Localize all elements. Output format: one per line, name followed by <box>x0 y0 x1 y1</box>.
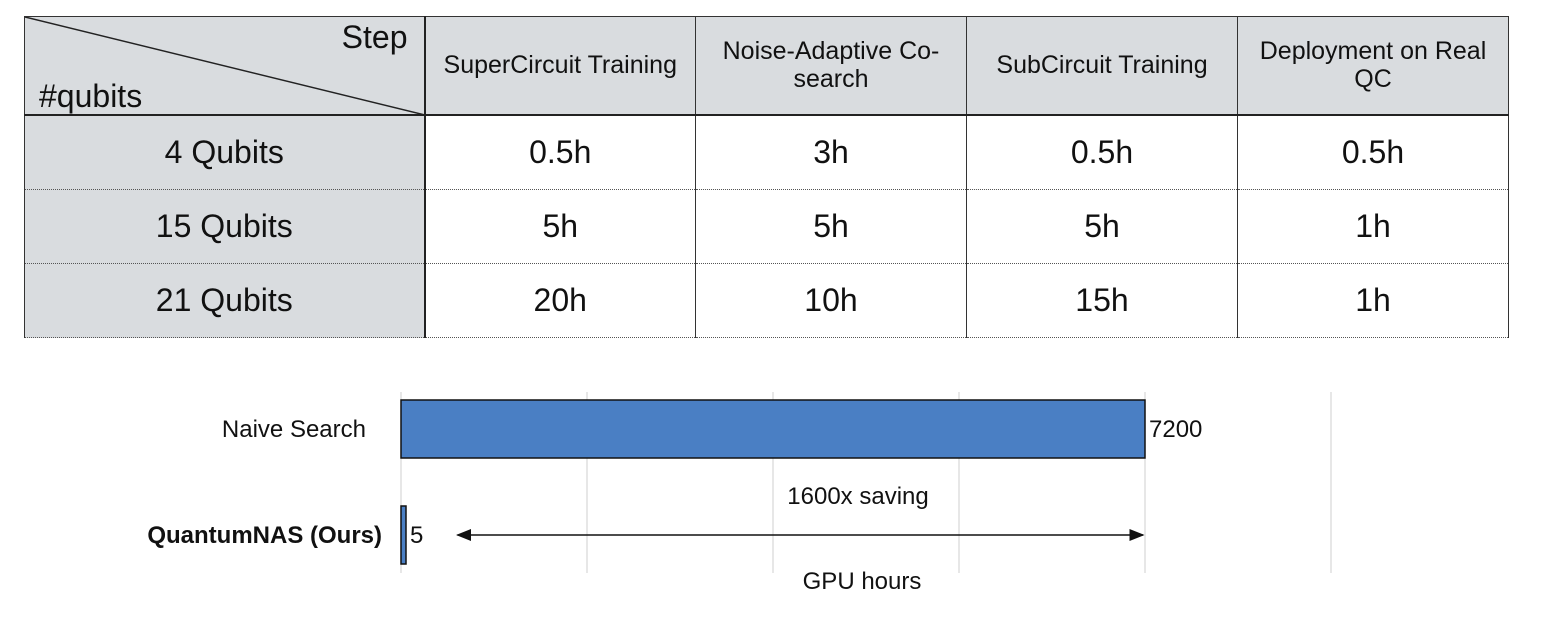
column-header: SubCircuit Training <box>966 15 1238 116</box>
corner-diagonal-line <box>25 17 425 115</box>
column-header: Noise-Adaptive Co-search <box>695 15 967 116</box>
category-label: Naive Search <box>222 416 366 443</box>
table-cell: 0.5h <box>1237 114 1509 190</box>
table-cell: 5h <box>424 188 696 264</box>
row-header: 21 Qubits <box>24 262 426 339</box>
table-corner-cell: Step #qubits <box>24 15 426 116</box>
value-label: 5 <box>410 522 423 549</box>
column-header: SuperCircuit Training <box>424 15 696 116</box>
row-header: 4 Qubits <box>24 114 426 190</box>
table-cell: 10h <box>695 262 967 339</box>
table-row: 15 Qubits 5h 5h 5h 1h <box>24 188 1509 264</box>
bar <box>400 399 1146 459</box>
gpu-hours-bar-chart: Naive Search 7200 QuantumNAS (Ours) 5 1600x… <box>147 392 1332 595</box>
table-cell: 20h <box>424 262 696 339</box>
bar <box>400 505 407 565</box>
table-row: 21 Qubits 20h 10h 15h 1h <box>24 262 1509 339</box>
runtime-table: Step #qubits SuperCircuit Training Noise… <box>24 15 1509 339</box>
table-cell: 15h <box>966 262 1238 339</box>
chart-bars <box>400 399 1146 565</box>
table-cell: 3h <box>695 114 967 190</box>
table-cell: 5h <box>966 188 1238 264</box>
row-header: 15 Qubits <box>24 188 426 264</box>
table-cell: 1h <box>1237 188 1509 264</box>
saving-annotation: 1600x saving <box>787 483 928 510</box>
x-axis-label: GPU hours <box>803 568 922 595</box>
category-label: QuantumNAS (Ours) <box>147 522 382 549</box>
corner-qubits-label: #qubits <box>39 77 143 114</box>
table-cell: 0.5h <box>966 114 1238 190</box>
value-label: 7200 <box>1149 416 1202 443</box>
table-row: 4 Qubits 0.5h 3h 0.5h 0.5h <box>24 114 1509 190</box>
table-cell: 5h <box>695 188 967 264</box>
table-cell: 1h <box>1237 262 1509 339</box>
table-cell: 0.5h <box>424 114 696 190</box>
table-header-row: Step #qubits SuperCircuit Training Noise… <box>24 15 1509 116</box>
corner-step-label: Step <box>341 19 408 55</box>
chart-labels: Naive Search 7200 QuantumNAS (Ours) 5 <box>147 416 1202 549</box>
column-header: Deployment on Real QC <box>1237 15 1509 116</box>
